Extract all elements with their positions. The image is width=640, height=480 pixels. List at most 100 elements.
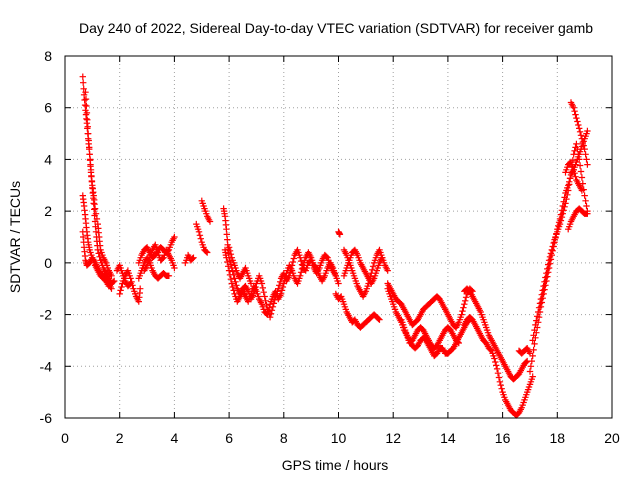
data-point (85, 130, 92, 137)
data-point (572, 111, 579, 118)
x-tick-label: 10 (331, 430, 347, 446)
data-point (203, 248, 210, 255)
y-tick-label: 8 (44, 48, 52, 64)
data-point (545, 261, 552, 268)
x-tick-label: 20 (604, 430, 620, 446)
data-point (459, 307, 466, 315)
data-point (277, 290, 285, 298)
data-point (532, 321, 539, 329)
data-point (530, 332, 537, 339)
data-point (323, 253, 330, 260)
data-point (538, 291, 545, 298)
x-tick-label: 2 (116, 430, 124, 446)
data-point (529, 373, 536, 380)
data-point (111, 277, 118, 285)
data-point (116, 290, 123, 298)
data-point (80, 85, 87, 92)
data-point (165, 272, 173, 279)
data-point (171, 264, 178, 272)
data-point (117, 287, 124, 294)
data-point (582, 197, 589, 204)
data-point (527, 363, 535, 370)
data-point (523, 358, 530, 366)
x-tick-label: 4 (171, 430, 179, 446)
data-point (462, 297, 469, 304)
data-point (82, 89, 89, 96)
data-point (84, 116, 91, 123)
data-point (570, 104, 577, 111)
y-tick-label: 2 (44, 203, 52, 219)
data-point (92, 210, 100, 217)
x-tick-label: 12 (385, 430, 401, 446)
data-point (529, 352, 536, 360)
grid-lines (65, 56, 612, 418)
data-point (462, 294, 470, 301)
data-point (279, 283, 287, 291)
data-point (535, 308, 542, 316)
data-point (80, 79, 87, 86)
data-point (229, 283, 236, 291)
data-point (571, 108, 578, 115)
data-point (266, 304, 273, 311)
chart-title: Day 240 of 2022, Sidereal Day-to-day VTE… (79, 20, 593, 36)
data-point (556, 220, 564, 228)
data-point (369, 263, 377, 270)
y-tick-label: -2 (40, 307, 53, 323)
data-point (543, 270, 550, 277)
y-axis-label: SDTVAR / TECUs (7, 181, 23, 293)
data-point (159, 255, 166, 262)
data-point (493, 365, 501, 373)
data-point (225, 244, 233, 251)
data-point (282, 273, 289, 280)
data-point (545, 257, 553, 264)
y-tick-label: -6 (40, 410, 53, 426)
data-point (487, 346, 494, 354)
data-point (189, 255, 196, 262)
data-point (563, 195, 570, 203)
data-point (277, 278, 284, 285)
data-point (498, 385, 505, 392)
data-point (572, 173, 579, 180)
data-point (570, 166, 577, 173)
data-point (546, 253, 554, 260)
data-point (576, 128, 584, 135)
data-point (529, 337, 536, 344)
axis-ticks: 0 2 4 6 8 10 12 14 16 18 20 -6 -4 -2 0 2 4 6 8 (40, 48, 620, 446)
data-point (577, 168, 585, 175)
data-point (564, 191, 571, 198)
data-point (582, 151, 589, 158)
data-point (86, 144, 93, 151)
data-point (550, 239, 557, 247)
data-point (574, 118, 581, 125)
data-point (578, 174, 586, 181)
data-point (312, 264, 319, 271)
data-point (576, 162, 584, 169)
data-point (297, 269, 305, 276)
data-point (195, 228, 203, 235)
data-point (105, 282, 112, 290)
data-point (206, 218, 214, 225)
data-point (581, 192, 588, 199)
data-point (571, 170, 578, 177)
data-point (379, 254, 386, 261)
data-point (79, 73, 86, 80)
data-point (544, 265, 551, 273)
data-point (233, 282, 240, 289)
data-point (573, 140, 580, 148)
data-point (548, 246, 555, 254)
data-point (229, 268, 236, 275)
data-point (264, 311, 271, 318)
data-point (561, 203, 568, 210)
data-point (547, 250, 555, 257)
data-point (578, 187, 586, 194)
data-point (460, 304, 467, 311)
data-point (86, 151, 93, 158)
data-point (540, 282, 547, 290)
data-point (533, 317, 540, 324)
data-point (259, 284, 266, 292)
data-point (560, 207, 567, 214)
data-point (258, 280, 266, 287)
data-point (565, 187, 572, 194)
data-point (226, 247, 234, 254)
data-point (281, 276, 288, 284)
